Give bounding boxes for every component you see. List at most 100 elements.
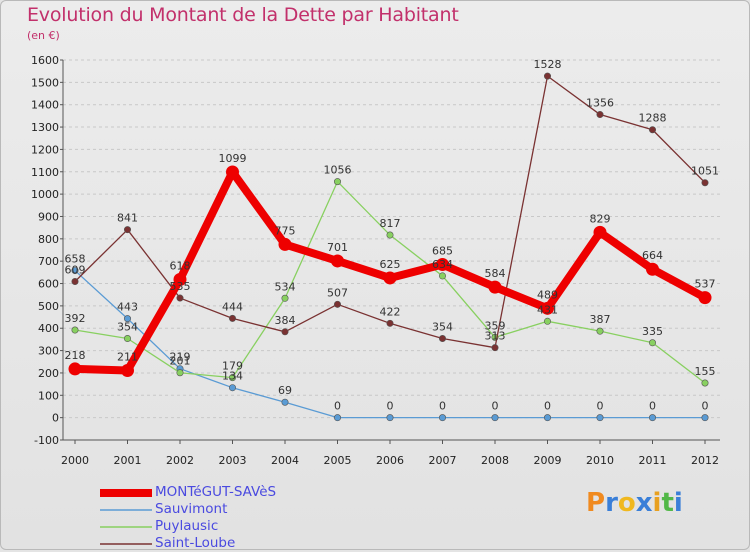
data-point (71, 278, 79, 286)
data-point (698, 291, 712, 305)
legend-label: Saint-Loube (155, 535, 236, 551)
y-tick-label: 1000 (31, 188, 59, 201)
data-point (68, 362, 82, 376)
legend-label: Sauvimont (155, 501, 228, 517)
data-point (593, 225, 607, 239)
data-label: 0 (387, 400, 394, 413)
y-tick-label: 700 (38, 255, 59, 268)
y-tick-label: 100 (38, 389, 59, 402)
data-point (173, 273, 187, 287)
x-tick-label: 2003 (219, 454, 247, 467)
data-point (124, 226, 132, 234)
data-point (176, 294, 184, 302)
data-point (386, 231, 394, 239)
data-point (71, 326, 79, 334)
data-point (229, 314, 237, 322)
legend-swatch (100, 488, 152, 497)
data-label: 1288 (639, 112, 667, 125)
data-label: 829 (590, 212, 611, 225)
data-point (543, 72, 551, 80)
data-label: 537 (695, 278, 716, 291)
data-point (383, 271, 397, 285)
y-tick-label: 1200 (31, 143, 59, 156)
data-label: 534 (275, 280, 296, 293)
legend-swatch (100, 542, 152, 545)
data-point (333, 414, 341, 422)
data-point (436, 258, 449, 272)
y-tick-label: 0 (52, 412, 59, 425)
data-label: 535 (170, 280, 191, 293)
data-label: 431 (537, 303, 558, 316)
legend-item: Puylausic (100, 518, 360, 535)
data-point (124, 335, 132, 343)
logo-letter: x (635, 488, 653, 518)
data-label: 134 (222, 370, 243, 383)
data-point (386, 319, 394, 327)
data-label: 1051 (691, 165, 719, 178)
y-tick-label: 800 (38, 233, 59, 246)
data-label: 69 (278, 384, 292, 397)
chart-unit: (en €) (27, 29, 60, 42)
y-tick-label: 1300 (31, 121, 59, 134)
data-point (646, 262, 659, 276)
x-tick-label: 2001 (114, 454, 142, 467)
y-tick-label: 900 (38, 210, 59, 223)
x-tick-label: 2002 (166, 454, 194, 467)
logo-letter: r (605, 488, 618, 518)
data-point (124, 315, 132, 323)
proxiti-logo: Proxiti (586, 488, 683, 518)
data-label: 313 (485, 330, 506, 343)
data-label: 444 (222, 300, 243, 313)
data-point (71, 267, 79, 275)
data-label: 359 (485, 319, 506, 332)
data-label: 0 (544, 400, 551, 413)
data-point (386, 414, 394, 422)
x-tick-label: 2005 (324, 454, 352, 467)
data-point (226, 165, 239, 179)
y-tick-label: 400 (38, 322, 59, 335)
data-label: 1528 (534, 58, 562, 71)
data-label: 584 (485, 267, 506, 280)
data-point (438, 272, 446, 280)
data-label: 817 (380, 217, 401, 230)
y-tick-label: 500 (38, 300, 59, 313)
data-label: 701 (327, 241, 348, 254)
data-point (491, 344, 499, 352)
data-point (278, 237, 292, 251)
data-point (281, 294, 289, 302)
logo-letter: i (673, 488, 683, 518)
y-tick-label: 300 (38, 345, 59, 358)
logo-letter: P (586, 488, 606, 518)
data-point (491, 414, 499, 422)
legend-item: Sauvimont (100, 501, 360, 518)
data-label: 0 (649, 400, 656, 413)
data-point (596, 414, 604, 422)
x-tick-label: 2004 (271, 454, 299, 467)
data-point (701, 179, 709, 187)
y-tick-label: 1100 (31, 166, 59, 179)
data-label: 618 (170, 260, 191, 273)
data-label: 0 (702, 400, 709, 413)
y-tick-label: 1400 (31, 99, 59, 112)
data-label: 384 (275, 314, 296, 327)
data-point (281, 398, 289, 406)
x-tick-label: 2011 (639, 454, 667, 467)
data-point (488, 280, 502, 294)
y-tick-label: 1600 (31, 54, 59, 67)
data-point (331, 254, 344, 268)
y-tick-label: 600 (38, 278, 59, 291)
data-point (648, 126, 656, 134)
data-label: 658 (65, 253, 86, 266)
data-label: 841 (117, 212, 138, 225)
data-label: 155 (695, 365, 716, 378)
y-tick-label: -100 (34, 434, 59, 447)
data-label: 201 (170, 355, 191, 368)
data-label: 354 (432, 321, 453, 334)
data-label: 775 (275, 224, 296, 237)
data-label: 685 (432, 245, 453, 258)
data-point (701, 379, 709, 387)
data-label: 211 (117, 350, 138, 363)
x-tick-label: 2009 (534, 454, 562, 467)
logo-letter: i (652, 488, 662, 518)
legend-swatch (100, 525, 152, 528)
